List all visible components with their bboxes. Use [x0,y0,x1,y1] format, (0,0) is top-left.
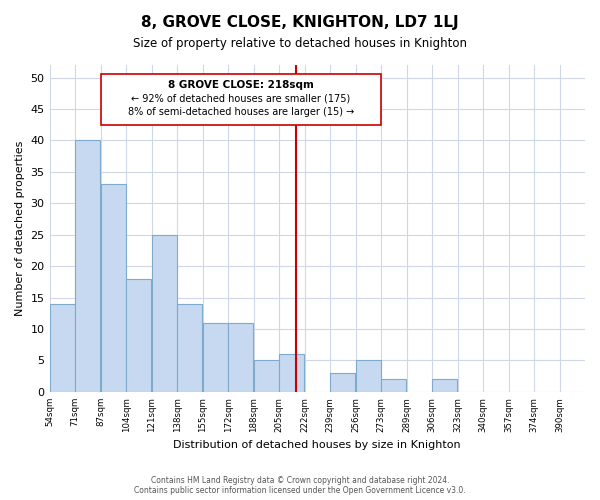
Bar [177,304,202,392]
Text: ← 92% of detached houses are smaller (175): ← 92% of detached houses are smaller (17… [131,94,350,104]
Text: Size of property relative to detached houses in Knighton: Size of property relative to detached ho… [133,38,467,51]
Bar [203,323,228,392]
Bar [126,279,151,392]
Bar [330,373,355,392]
Bar [381,380,406,392]
Bar [279,354,304,392]
Bar [356,360,381,392]
Bar [432,380,457,392]
FancyBboxPatch shape [101,74,381,124]
Bar [101,184,126,392]
Y-axis label: Number of detached properties: Number of detached properties [15,141,25,316]
Text: 8 GROVE CLOSE: 218sqm: 8 GROVE CLOSE: 218sqm [168,80,314,90]
Bar [152,235,177,392]
Text: 8, GROVE CLOSE, KNIGHTON, LD7 1LJ: 8, GROVE CLOSE, KNIGHTON, LD7 1LJ [141,15,459,30]
Text: Contains HM Land Registry data © Crown copyright and database right 2024.
Contai: Contains HM Land Registry data © Crown c… [134,476,466,495]
Bar [254,360,279,392]
Bar [75,140,100,392]
X-axis label: Distribution of detached houses by size in Knighton: Distribution of detached houses by size … [173,440,461,450]
Text: 8% of semi-detached houses are larger (15) →: 8% of semi-detached houses are larger (1… [128,106,354,117]
Bar [228,323,253,392]
Bar [50,304,75,392]
